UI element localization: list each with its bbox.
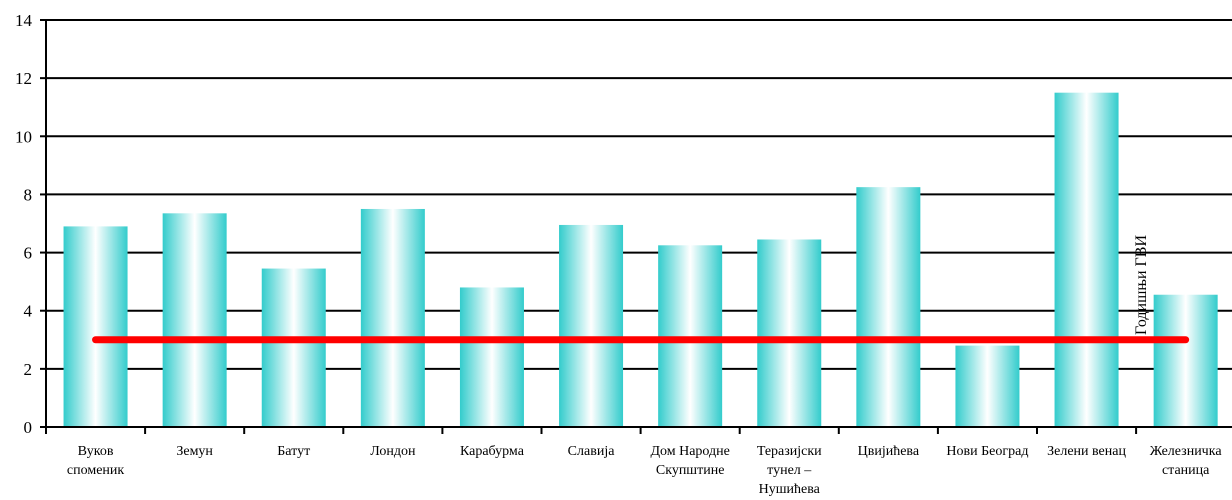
x-tick-label: тунел – [767, 463, 812, 478]
x-tick-label: Зелени венац [1047, 444, 1126, 459]
bar [261, 268, 326, 427]
reference-line-label: Годишњи ГВИ [1133, 235, 1150, 335]
bar [559, 224, 624, 427]
reference-line-group: Годишњи ГВИ [92, 235, 1190, 344]
x-tick-label: споменик [67, 463, 124, 478]
x-tick-label: Железничка [1150, 444, 1223, 459]
axes [40, 19, 1232, 434]
x-tick-label: Нушићева [759, 482, 821, 497]
y-tick-label: 4 [24, 302, 33, 321]
y-tick-label: 10 [15, 127, 32, 146]
x-tick-label: Земун [176, 444, 213, 459]
bar [360, 208, 425, 427]
labels: 0 2 4 6 8 10 12 14 Вуков споменик Земун Батут Лондон… [15, 11, 1222, 497]
x-tick-label: Нови Београд [946, 444, 1028, 459]
bar [1153, 294, 1218, 427]
y-tick-label: 14 [15, 11, 33, 30]
x-tick-label: Карабурма [460, 444, 525, 459]
y-tick-label: 6 [24, 244, 33, 263]
bar [162, 213, 227, 427]
bar [1054, 92, 1119, 427]
x-tick-label: станица [1162, 463, 1210, 478]
bar [63, 226, 128, 427]
x-tick-label: Вуков [78, 444, 114, 459]
gridlines [46, 19, 1232, 370]
x-tick-label: Теразијски [757, 444, 822, 459]
bar [856, 187, 921, 427]
bar [459, 287, 524, 427]
x-tick-label: Батут [277, 444, 310, 459]
bar [658, 245, 723, 427]
x-tick-label: Лондон [370, 444, 416, 459]
x-tick-label: Скупштине [656, 463, 725, 478]
bar [955, 345, 1020, 427]
x-tick-label: Славија [568, 444, 616, 459]
y-tick-label: 8 [24, 185, 33, 204]
bars [63, 92, 1218, 427]
bar [757, 239, 822, 427]
y-tick-label: 12 [15, 69, 32, 88]
y-tick-label: 2 [24, 360, 33, 379]
x-tick-label: Дом Народне [650, 444, 729, 459]
x-tick-label: Цвијићева [858, 444, 920, 459]
y-tick-label: 0 [24, 418, 33, 437]
